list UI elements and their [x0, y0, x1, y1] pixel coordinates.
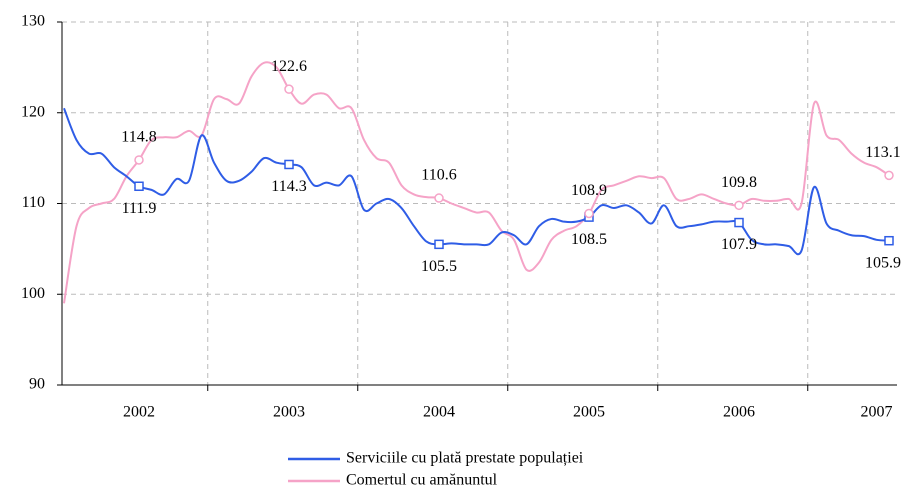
- marker: [734, 200, 744, 211]
- data-label: 108.5: [571, 231, 607, 248]
- data-label: 107.9: [721, 236, 757, 253]
- marker: [434, 239, 444, 250]
- x-tick-label: 2005: [573, 404, 605, 421]
- x-tick-label: 2002: [123, 404, 155, 421]
- marker: [134, 181, 144, 192]
- marker: [134, 155, 144, 165]
- data-label: 113.1: [865, 144, 900, 161]
- marker: [284, 159, 294, 170]
- data-label: 109.8: [721, 174, 757, 191]
- y-tick-label: 110: [22, 194, 45, 211]
- y-tick-label: 100: [21, 285, 45, 302]
- data-label: 111.9: [122, 200, 157, 217]
- marker: [734, 217, 744, 228]
- x-tick-label: 2006: [723, 404, 755, 421]
- x-tick-label: 2007: [861, 404, 893, 421]
- marker: [434, 193, 444, 203]
- x-tick-label: 2004: [423, 404, 455, 421]
- data-label: 122.6: [271, 58, 307, 75]
- y-tick-label: 120: [21, 103, 45, 120]
- marker: [284, 84, 294, 94]
- marker: [884, 235, 894, 246]
- series-line: [63, 107, 890, 256]
- x-tick-label: 2003: [273, 404, 305, 421]
- legend-label: Comertul cu amănuntul: [346, 472, 498, 489]
- data-label: 108.9: [571, 182, 607, 199]
- data-label: 105.9: [865, 254, 901, 271]
- marker: [584, 208, 594, 219]
- data-label: 114.8: [121, 129, 156, 146]
- data-label: 110.6: [421, 167, 456, 184]
- data-label: 114.3: [271, 178, 306, 195]
- y-tick-label: 90: [29, 376, 45, 393]
- marker: [884, 170, 894, 181]
- legend-label: Serviciile cu plată prestate populației: [346, 450, 584, 467]
- data-label: 105.5: [421, 258, 457, 275]
- y-tick-label: 130: [21, 13, 45, 30]
